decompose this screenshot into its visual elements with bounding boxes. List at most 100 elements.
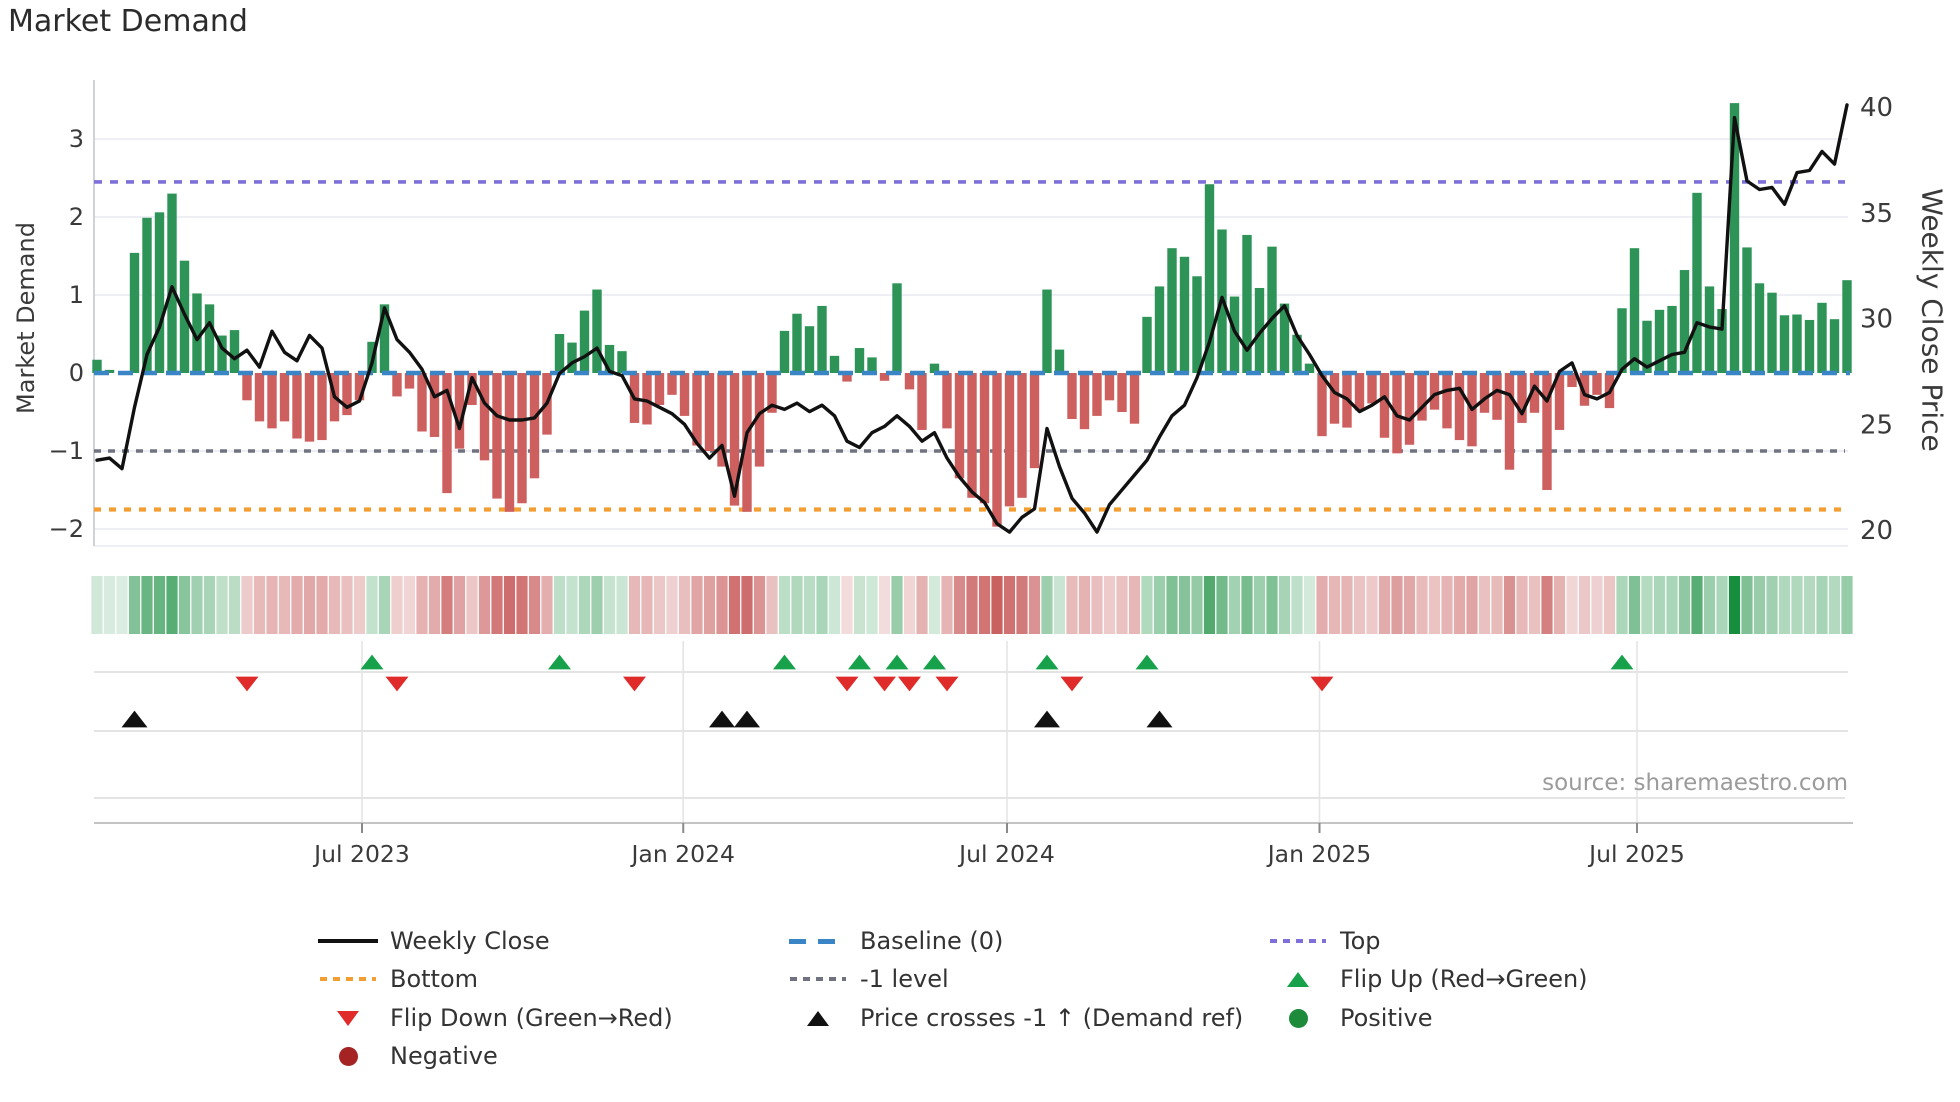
flip-down-marker: [235, 676, 259, 692]
flip-up-marker: [1135, 654, 1159, 670]
demand-bar: [1592, 373, 1602, 395]
demand-bars: [92, 103, 1852, 527]
demand-bar: [479, 373, 490, 461]
y-tick-label-left: −1: [49, 437, 84, 465]
heatmap-cell: [1378, 576, 1391, 634]
demand-bar: [704, 373, 715, 451]
demand-bar: [1317, 373, 1327, 437]
heatmap-cell: [191, 576, 203, 634]
demand-bar: [1279, 303, 1290, 373]
x-tick-labels: Jul 2023 Jan 2024 Jul 2024 Jan 2025 Jul 2025: [312, 840, 1685, 868]
heatmap-cell: [1716, 576, 1728, 634]
heatmap-cell: [1603, 576, 1616, 634]
heatmap-cell: [716, 576, 728, 634]
heatmap-cell: [1416, 576, 1428, 634]
heatmap-cell: [878, 576, 891, 634]
heatmap-cell: [703, 576, 716, 634]
chart-title: Market Demand: [8, 4, 248, 39]
y-tick-label-left: 0: [69, 359, 84, 387]
demand-bar: [792, 313, 802, 373]
heatmap-cell: [828, 576, 841, 634]
demand-bar: [1067, 373, 1077, 420]
heatmap-cell: [678, 576, 691, 634]
heatmap-cell: [1791, 576, 1803, 634]
heatmap-cell: [1091, 576, 1103, 634]
heatmap-cell: [1766, 576, 1778, 634]
price-cross-marker: [1146, 710, 1173, 728]
demand-bar: [804, 326, 815, 373]
heatmap-cell: [616, 576, 628, 634]
demand-bar: [1492, 373, 1502, 420]
demand-bar: [142, 217, 152, 373]
heatmap-cell: [753, 576, 766, 634]
heatmap-cell: [978, 576, 991, 634]
flip-down-markers: [235, 676, 1334, 692]
heatmap-cell: [1491, 576, 1503, 634]
demand-bar: [1104, 373, 1115, 401]
flip-down-marker: [935, 676, 959, 692]
flip-down-marker: [385, 676, 409, 692]
y-tick-labels-left: 3 2 1 0 −1 −2: [49, 125, 84, 543]
demand-bar: [717, 373, 727, 467]
demand-bar: [1717, 309, 1727, 373]
heatmap-cell: [403, 576, 416, 634]
demand-bar: [1692, 192, 1702, 373]
demand-bar: [1179, 256, 1190, 373]
demand-bar: [1292, 334, 1302, 373]
demand-bar: [129, 252, 140, 373]
flip-up-marker: [1610, 654, 1634, 670]
heatmap-cell: [1078, 576, 1091, 634]
demand-bar: [154, 212, 165, 373]
heatmap-cell: [1116, 576, 1128, 634]
demand-bar: [467, 373, 477, 405]
demand-bar: [92, 359, 102, 373]
flip-up-marker: [848, 654, 871, 670]
heatmap-cell: [1403, 576, 1416, 634]
heatmap-cell: [1453, 576, 1466, 634]
demand-bar: [729, 373, 740, 506]
demand-bar: [979, 373, 990, 504]
heatmap-cell: [303, 576, 316, 634]
demand-bar: [429, 373, 440, 437]
heatmap-cell: [916, 576, 928, 634]
heatmap-cell: [866, 576, 878, 634]
heatmap-cell: [266, 576, 278, 634]
heatmap-cell: [1041, 576, 1053, 634]
demand-bar: [592, 289, 602, 373]
heatmap-cell: [1841, 576, 1853, 634]
demand-bar: [1092, 373, 1102, 416]
demand-bar: [1004, 373, 1015, 507]
demand-bar: [1504, 373, 1515, 470]
y-tick-label-right: 25: [1860, 410, 1893, 440]
demand-bar: [829, 355, 840, 373]
demand-bar: [817, 305, 827, 373]
price-cross-marker: [121, 710, 148, 728]
flip-up-marker: [923, 654, 946, 670]
demand-bar: [579, 310, 590, 373]
heatmap-cell: [1703, 576, 1716, 634]
demand-bar: [1204, 184, 1215, 373]
flip-down-marker: [873, 676, 896, 692]
heatmap-cell: [1816, 576, 1828, 634]
source-attribution: source: sharemaestro.com: [1542, 770, 1848, 796]
heatmap-cell: [1541, 576, 1553, 634]
heatmap-cell: [428, 576, 441, 634]
y-tick-labels-right: 40 35 30 25 20: [1860, 93, 1893, 546]
heatmap-cell: [91, 576, 103, 634]
demand-bar: [1817, 302, 1827, 373]
heatmap-cell: [478, 576, 491, 634]
flip-up-marker: [360, 654, 384, 670]
heatmap-cell: [928, 576, 941, 634]
heatmap-cell: [166, 576, 178, 634]
heatmap-cell: [1428, 576, 1441, 634]
demand-bar: [529, 373, 540, 479]
demand-bar: [1479, 373, 1490, 413]
demand-bar: [867, 357, 877, 373]
demand-bar: [679, 373, 690, 416]
heatmap-cell: [991, 576, 1003, 634]
y-tick-label-right: 35: [1860, 199, 1893, 229]
heatmap-cell: [491, 576, 503, 634]
heatmap-cell: [591, 576, 603, 634]
demand-bar: [1017, 373, 1027, 498]
